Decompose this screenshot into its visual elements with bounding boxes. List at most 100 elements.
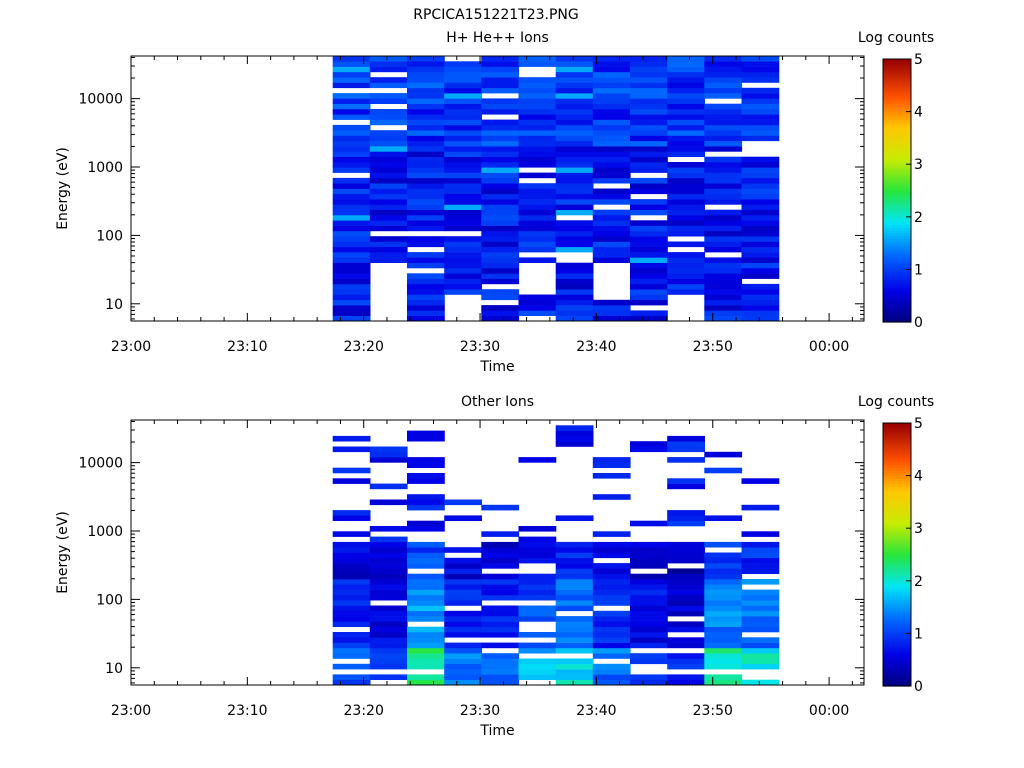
heatmap-cell xyxy=(555,669,594,675)
heatmap-cell xyxy=(481,268,520,274)
heatmap-cell xyxy=(407,610,445,617)
heatmap-cell xyxy=(630,273,668,279)
heatmap-cell xyxy=(741,246,780,253)
x-tick-label: 23:10 xyxy=(227,703,267,719)
heatmap-cell xyxy=(444,199,482,205)
heatmap-cell xyxy=(667,594,705,601)
heatmap-cell xyxy=(332,156,371,163)
colorbar-swatch xyxy=(883,169,911,173)
x-axis-label: Time xyxy=(479,723,514,739)
heatmap-cell xyxy=(369,135,408,142)
heatmap-cell xyxy=(667,114,705,120)
colorbar-swatch xyxy=(883,667,911,671)
heatmap-cell xyxy=(407,220,445,226)
heatmap-cell xyxy=(592,109,631,115)
heatmap-cell xyxy=(704,236,743,242)
heatmap-cell xyxy=(704,647,743,654)
colorbar-swatch xyxy=(883,486,911,490)
colorbar-swatch xyxy=(883,285,911,289)
heatmap-cell xyxy=(481,199,520,205)
heatmap-cell xyxy=(332,478,371,484)
heatmap-cell xyxy=(667,230,705,237)
heatmap-cell xyxy=(555,541,594,548)
heatmap-cell xyxy=(332,204,371,210)
heatmap-cell xyxy=(592,584,631,590)
colorbar-swatch xyxy=(883,153,911,157)
colorbar-swatch xyxy=(883,303,911,307)
heatmap-cell xyxy=(704,257,743,263)
heatmap-cell xyxy=(555,167,594,173)
heatmap-cell xyxy=(332,77,371,83)
heatmap-cell xyxy=(592,626,631,633)
heatmap-cell xyxy=(592,573,631,580)
heatmap-cell xyxy=(555,66,594,73)
colorbar-swatch xyxy=(883,164,911,168)
colorbar-swatch xyxy=(883,515,911,519)
heatmap-cell xyxy=(407,594,445,601)
heatmap-cell xyxy=(741,124,780,131)
heatmap-cell xyxy=(481,563,520,569)
heatmap-cell xyxy=(369,183,408,189)
heatmap-cell xyxy=(407,215,445,221)
heatmap-cell xyxy=(369,589,408,596)
heatmap-cell xyxy=(592,188,631,195)
colorbar-swatch xyxy=(883,525,911,529)
heatmap-cell xyxy=(667,520,705,527)
heatmap-cell xyxy=(630,637,668,643)
heatmap-cell xyxy=(704,289,743,295)
heatmap-cell xyxy=(332,315,371,322)
heatmap-cell xyxy=(667,66,705,73)
heatmap-cell xyxy=(444,573,482,580)
colorbar-swatch xyxy=(883,203,911,207)
y-tick-label: 100 xyxy=(96,228,123,244)
heatmap-cell xyxy=(407,177,445,184)
heatmap-cell xyxy=(592,589,631,596)
heatmap-cell xyxy=(481,109,520,115)
heatmap-cell xyxy=(518,642,557,649)
heatmap-cell xyxy=(407,124,445,131)
colorbar-swatch xyxy=(883,683,911,687)
heatmap-cell xyxy=(407,589,445,596)
heatmap-cell xyxy=(332,446,371,453)
heatmap-cell xyxy=(369,579,408,585)
heatmap-cell xyxy=(555,679,594,686)
colorbar-swatch xyxy=(883,295,911,299)
x-tick-label: 23:20 xyxy=(344,703,384,719)
heatmap-cell xyxy=(555,305,594,311)
heatmap-cell xyxy=(332,209,371,216)
colorbar-swatch xyxy=(883,130,911,134)
colorbar-swatch xyxy=(883,174,911,178)
heatmap-cell xyxy=(630,241,668,248)
heatmap-cell xyxy=(630,257,668,263)
heatmap-cell xyxy=(630,77,668,83)
heatmap-cell xyxy=(444,610,482,617)
colorbar-swatch xyxy=(883,664,911,669)
colorbar-swatch xyxy=(883,237,911,242)
heatmap-cell xyxy=(667,446,705,453)
heatmap-cell xyxy=(332,130,371,136)
heatmap-cell xyxy=(741,262,780,269)
panel-title: Other Ions xyxy=(461,394,534,410)
heatmap-cell xyxy=(332,299,371,306)
heatmap-cell xyxy=(518,557,557,564)
heatmap-cell xyxy=(369,252,408,258)
heatmap-cell xyxy=(555,568,594,574)
x-tick-label: 23:00 xyxy=(111,703,151,719)
heatmap-cell xyxy=(704,679,743,686)
heatmap-cell xyxy=(592,103,631,110)
heatmap-cell xyxy=(407,257,445,263)
heatmap-cell xyxy=(555,98,594,104)
heatmap-cell xyxy=(592,674,631,680)
heatmap-cell xyxy=(704,114,743,120)
heatmap-cell xyxy=(369,156,408,163)
heatmap-cell xyxy=(518,124,557,131)
heatmap-cell xyxy=(592,230,631,237)
y-tick-label: 10 xyxy=(105,661,123,677)
heatmap-cell xyxy=(555,151,594,157)
colorbar-swatch xyxy=(883,507,911,511)
heatmap-cell xyxy=(667,257,705,263)
colorbar-swatch xyxy=(883,216,911,221)
colorbar-swatch xyxy=(883,316,911,320)
heatmap-cell xyxy=(667,172,705,179)
heatmap-cell xyxy=(332,135,371,142)
